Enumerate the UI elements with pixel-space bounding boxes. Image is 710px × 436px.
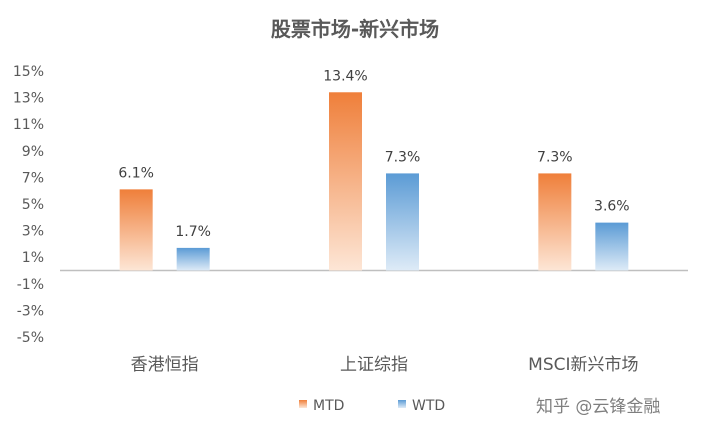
bars: 6.1% 1.7% 13.4% 7.3% 7.3% 3.6% (118, 68, 630, 271)
y-tick-label: 7% (22, 170, 44, 186)
x-category-label: 香港恒指 (131, 355, 199, 375)
y-tick-label: 9% (22, 144, 44, 160)
data-label: 7.3% (385, 149, 421, 165)
legend: MTD WTD (299, 398, 445, 414)
bar-wtd (176, 247, 210, 271)
legend-swatch-wtd (398, 400, 406, 408)
y-tick-label: 3% (22, 224, 44, 240)
legend-label-wtd: WTD (412, 398, 445, 414)
chart-title: 股票市场-新兴市场 (271, 17, 439, 41)
y-tick-label: -3% (17, 303, 44, 319)
x-category-label: MSCI新兴市场 (528, 355, 638, 375)
x-category-label: 上证综指 (340, 355, 408, 375)
y-tick-label: 13% (13, 91, 44, 107)
y-tick-label: -5% (17, 330, 44, 346)
data-label: 7.3% (537, 149, 573, 165)
bar-wtd (386, 173, 419, 271)
y-tick-label: 11% (13, 117, 44, 133)
data-label: 13.4% (323, 68, 367, 84)
y-axis: 15% 13% 11% 9% 7% 5% 3% 1% -1% -3% -5% (13, 64, 688, 346)
legend-swatch-mtd (299, 400, 307, 408)
bar-mtd (119, 189, 153, 271)
y-tick-label: 1% (22, 250, 44, 266)
bar-wtd (595, 222, 629, 271)
x-axis: 香港恒指 上证综指 MSCI新兴市场 (131, 355, 639, 375)
legend-label-mtd: MTD (313, 398, 344, 414)
data-label: 3.6% (594, 199, 630, 215)
y-tick-label: 15% (13, 64, 44, 80)
y-tick-label: 5% (22, 197, 44, 213)
bar-mtd (538, 173, 572, 271)
data-label: 1.7% (175, 224, 211, 240)
watermark: 知乎 @云锋金融 (536, 397, 660, 417)
y-tick-label: -1% (17, 277, 44, 293)
data-label: 6.1% (118, 165, 154, 181)
bar-mtd (329, 92, 362, 271)
